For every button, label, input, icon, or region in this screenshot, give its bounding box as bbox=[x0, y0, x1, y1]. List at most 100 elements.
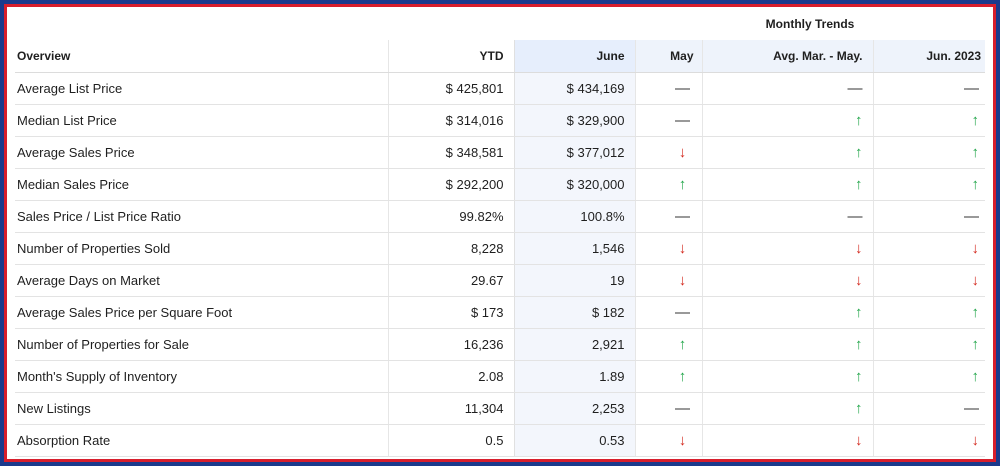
table-row: Average Sales Price per Square Foot $ 173… bbox=[15, 296, 986, 329]
ytd-value: $ 314,016 bbox=[388, 104, 515, 137]
arrow-up-icon: ↑ bbox=[855, 368, 863, 385]
dash-icon: — bbox=[675, 304, 690, 321]
row-label: Average List Price bbox=[15, 72, 389, 105]
row-label: New Listings bbox=[15, 392, 389, 425]
arrow-up-icon: ↑ bbox=[678, 368, 687, 385]
arrow-down-icon: ↓ bbox=[971, 240, 980, 257]
june-value: $ 377,012 bbox=[514, 136, 636, 169]
table-row: Average Sales Price $ 348,581 $ 377,012 ↓ ↑ ↑ bbox=[15, 136, 986, 169]
table-row: Median Sales Price $ 292,200 $ 320,000 ↑ ↑ ↑ bbox=[15, 168, 986, 201]
market-trends-table-wrapper: Monthly Trends Overview YTD June May Avg… bbox=[15, 7, 986, 457]
ytd-value: 11,304 bbox=[388, 392, 515, 425]
arrow-up-icon: ↑ bbox=[971, 112, 980, 129]
row-label: Number of Properties for Sale bbox=[15, 328, 389, 361]
may-trend-cell: — bbox=[635, 72, 703, 105]
table-row: Number of Properties Sold 8,228 1,546 ↓ ↓ ↓ bbox=[15, 232, 986, 265]
may-trend-cell: — bbox=[635, 200, 703, 233]
dash-icon: — bbox=[964, 400, 980, 417]
may-trend-cell: — bbox=[635, 392, 703, 425]
dash-icon: — bbox=[847, 80, 863, 97]
ytd-value: 29.67 bbox=[388, 264, 515, 297]
arrow-up-icon: ↑ bbox=[678, 176, 687, 193]
dash-icon: — bbox=[675, 80, 690, 97]
jun2023-trend-cell: ↑ bbox=[873, 168, 986, 201]
avg-mar-may-header: Avg. Mar. - May. bbox=[702, 40, 874, 73]
dash-icon: — bbox=[675, 208, 690, 225]
ytd-value: $ 425,801 bbox=[388, 72, 515, 105]
june-value: $ 329,900 bbox=[514, 104, 636, 137]
overview-header: Overview bbox=[15, 40, 389, 73]
arrow-down-icon: ↓ bbox=[678, 272, 687, 289]
arrow-up-icon: ↑ bbox=[678, 336, 687, 353]
arrow-down-icon: ↓ bbox=[855, 432, 863, 449]
arrow-up-icon: ↑ bbox=[855, 336, 863, 353]
may-trend-cell: ↑ bbox=[635, 360, 703, 393]
row-label: Average Sales Price per Square Foot bbox=[15, 296, 389, 329]
ytd-value: $ 292,200 bbox=[388, 168, 515, 201]
table-row: Average List Price $ 425,801 $ 434,169 — — — bbox=[15, 72, 986, 105]
arrow-up-icon: ↑ bbox=[971, 368, 980, 385]
jun2023-trend-cell: — bbox=[873, 72, 986, 105]
dash-icon: — bbox=[964, 208, 980, 225]
row-label: Month's Supply of Inventory bbox=[15, 360, 389, 393]
row-label: Average Days on Market bbox=[15, 264, 389, 297]
avg-trend-cell: ↑ bbox=[702, 392, 874, 425]
may-trend-cell: ↓ bbox=[635, 424, 703, 457]
may-trend-cell: ↑ bbox=[635, 328, 703, 361]
may-trend-cell: ↓ bbox=[635, 136, 703, 169]
may-trend-cell: ↓ bbox=[635, 232, 703, 265]
arrow-up-icon: ↑ bbox=[855, 400, 863, 417]
arrow-up-icon: ↑ bbox=[855, 304, 863, 321]
june-value: $ 320,000 bbox=[514, 168, 636, 201]
arrow-up-icon: ↑ bbox=[971, 304, 980, 321]
may-trend-cell: — bbox=[635, 104, 703, 137]
avg-trend-cell: ↑ bbox=[702, 360, 874, 393]
ytd-value: 0.5 bbox=[388, 424, 515, 457]
row-label: Median List Price bbox=[15, 104, 389, 137]
arrow-up-icon: ↑ bbox=[971, 176, 980, 193]
june-value: 100.8% bbox=[514, 200, 636, 233]
table-row: Month's Supply of Inventory 2.08 1.89 ↑ ↑ ↑ bbox=[15, 360, 986, 393]
ytd-value: 8,228 bbox=[388, 232, 515, 265]
june-value: 19 bbox=[514, 264, 636, 297]
column-header-row: Overview YTD June May Avg. Mar. - May. J… bbox=[15, 40, 986, 73]
row-label: Sales Price / List Price Ratio bbox=[15, 200, 389, 233]
arrow-down-icon: ↓ bbox=[678, 432, 687, 449]
june-value: $ 182 bbox=[514, 296, 636, 329]
avg-trend-cell: ↑ bbox=[702, 328, 874, 361]
jun2023-trend-cell: ↓ bbox=[873, 232, 986, 265]
table-row: Average Days on Market 29.67 19 ↓ ↓ ↓ bbox=[15, 264, 986, 297]
table-row: New Listings 11,304 2,253 — ↑ — bbox=[15, 392, 986, 425]
market-trends-table: Monthly Trends Overview YTD June May Avg… bbox=[15, 7, 986, 457]
avg-trend-cell: ↑ bbox=[702, 296, 874, 329]
may-trend-cell: — bbox=[635, 296, 703, 329]
table-body: Average List Price $ 425,801 $ 434,169— — — M… bbox=[15, 72, 986, 457]
arrow-down-icon: ↓ bbox=[678, 144, 687, 161]
ytd-value: 16,236 bbox=[388, 328, 515, 361]
june-value: $ 434,169 bbox=[514, 72, 636, 105]
table-row: Absorption Rate 0.5 0.53 ↓ ↓ ↓ bbox=[15, 424, 986, 457]
jun2023-trend-cell: ↑ bbox=[873, 104, 986, 137]
avg-trend-cell: — bbox=[702, 200, 874, 233]
dash-icon: — bbox=[675, 400, 690, 417]
row-label: Number of Properties Sold bbox=[15, 232, 389, 265]
row-label: Absorption Rate bbox=[15, 424, 389, 457]
avg-trend-cell: ↓ bbox=[702, 424, 874, 457]
jun-2023-header: Jun. 2023 bbox=[873, 40, 986, 73]
jun2023-trend-cell: — bbox=[873, 200, 986, 233]
arrow-up-icon: ↑ bbox=[855, 176, 863, 193]
arrow-up-icon: ↑ bbox=[971, 144, 980, 161]
dash-icon: — bbox=[964, 80, 980, 97]
table-row: Median List Price $ 314,016 $ 329,900 — ↑ ↑ bbox=[15, 104, 986, 137]
june-value: 1,546 bbox=[514, 232, 636, 265]
arrow-down-icon: ↓ bbox=[971, 272, 980, 289]
dash-icon: — bbox=[847, 208, 863, 225]
june-value: 2,253 bbox=[514, 392, 636, 425]
june-value: 1.89 bbox=[514, 360, 636, 393]
monthly-trends-title: Monthly Trends bbox=[765, 16, 855, 31]
may-header: May bbox=[635, 40, 703, 73]
jun2023-trend-cell: ↓ bbox=[873, 264, 986, 297]
avg-trend-cell: ↓ bbox=[702, 232, 874, 265]
trends-header-row: Monthly Trends bbox=[15, 7, 985, 40]
ytd-header: YTD bbox=[388, 40, 515, 73]
